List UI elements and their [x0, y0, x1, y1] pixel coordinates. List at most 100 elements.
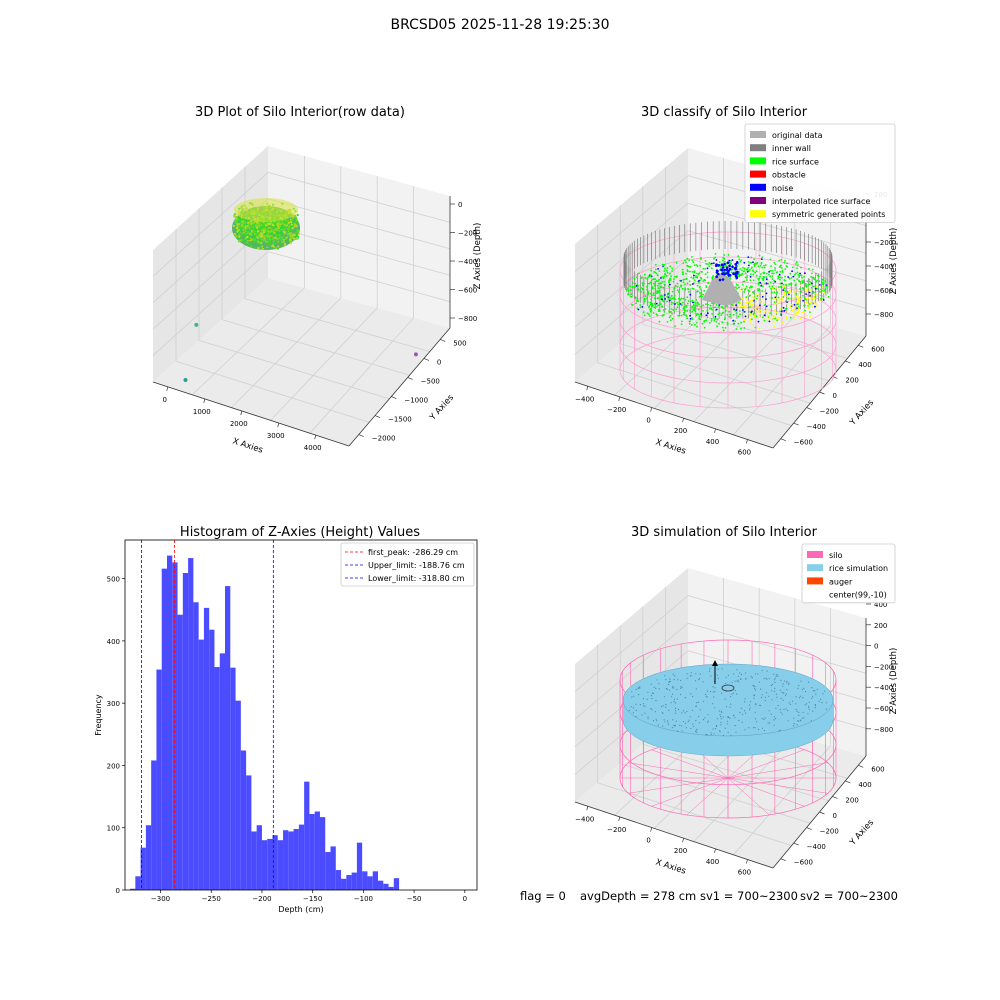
- classified-point: [635, 285, 638, 287]
- classified-point: [690, 276, 692, 279]
- classified-point: [804, 309, 806, 312]
- classified-point: [684, 259, 686, 262]
- classified-point: [807, 304, 810, 306]
- histogram-bar: [188, 558, 194, 890]
- rice-mesh-point: [754, 689, 757, 691]
- classified-point: [676, 289, 679, 291]
- rice-mesh-point: [665, 706, 667, 708]
- rice-mesh-point: [754, 718, 757, 720]
- classified-point: [652, 312, 655, 314]
- classified-point: [760, 309, 762, 312]
- rice-mesh-point: [795, 708, 797, 711]
- classified-point: [776, 299, 779, 302]
- rice-mesh-point: [654, 711, 657, 713]
- grid-line: [687, 202, 867, 254]
- cloud-point: [260, 235, 263, 238]
- histogram-bar: [135, 876, 141, 890]
- classified-point: [780, 286, 783, 289]
- classified-point: [743, 267, 746, 270]
- cloud-point: [233, 232, 236, 236]
- classified-point: [664, 308, 667, 310]
- cloud-point: [286, 229, 289, 233]
- cloud-point: [294, 223, 297, 226]
- histogram-bar: [267, 838, 273, 890]
- classified-point: [749, 276, 752, 278]
- classified-point: [804, 282, 807, 285]
- rice-mesh-point: [787, 720, 789, 722]
- rice-mesh-point: [804, 691, 807, 693]
- cloud-point: [263, 237, 266, 240]
- classified-point: [782, 296, 785, 298]
- classified-point: [671, 270, 673, 272]
- cloud-point: [254, 230, 257, 233]
- classified-point: [803, 276, 805, 278]
- rice-mesh-point: [758, 704, 761, 706]
- rice-mesh-point: [727, 716, 729, 718]
- noise-cluster-point: [728, 267, 732, 271]
- y-tick-label: 0: [833, 812, 837, 820]
- classified-point: [696, 321, 698, 324]
- classified-point: [736, 265, 739, 267]
- noise-cluster-point: [721, 266, 725, 269]
- classified-point: [730, 271, 733, 274]
- grid-line: [191, 287, 305, 396]
- rice-mesh-point: [825, 708, 828, 710]
- classified-point: [660, 277, 662, 279]
- rice-mesh-point: [730, 695, 732, 698]
- classified-point: [685, 261, 687, 264]
- classified-point: [822, 283, 824, 286]
- rice-mesh-point: [661, 712, 664, 714]
- classified-point: [800, 274, 802, 277]
- classified-point: [654, 287, 657, 290]
- x-tick-label: 1000: [193, 408, 211, 416]
- classified-point: [674, 325, 676, 327]
- classified-point: [785, 310, 787, 313]
- simulation-legend: [801, 543, 896, 604]
- classified-point: [750, 286, 753, 289]
- z-tick-label: −200: [874, 239, 893, 247]
- legend-swatch: [807, 564, 823, 572]
- classified-point: [779, 270, 782, 273]
- classified-point: [773, 291, 776, 293]
- classified-point: [773, 326, 776, 328]
- classified-point: [695, 298, 698, 301]
- rice-mesh-point: [814, 704, 817, 707]
- classified-point: [777, 277, 779, 280]
- classified-point: [802, 280, 805, 283]
- classified-point: [797, 274, 800, 276]
- classified-point: [747, 261, 750, 263]
- classified-point: [742, 266, 744, 269]
- rice-mesh-point: [758, 728, 760, 731]
- z-tick-label: 0: [874, 643, 878, 651]
- rice-mesh-point: [731, 693, 733, 695]
- rice-mesh-point: [642, 703, 645, 705]
- grid-line: [231, 297, 342, 408]
- classified-point: [774, 267, 776, 269]
- classified-point: [659, 282, 662, 285]
- rice-mesh-point: [791, 700, 794, 702]
- classified-point: [792, 266, 794, 269]
- classified-point: [824, 291, 827, 293]
- rice-mesh-point: [650, 708, 652, 710]
- classified-point: [682, 281, 685, 284]
- classified-point: [812, 276, 815, 279]
- rice-mesh-point: [707, 721, 709, 723]
- classified-point: [779, 312, 782, 315]
- classified-point: [681, 273, 684, 275]
- depth-histogram: Histogram of Z-Axies (Height) Values−300…: [94, 525, 478, 914]
- rice-mesh-point: [647, 718, 649, 720]
- classified-point: [744, 272, 747, 274]
- classified-point: [710, 320, 713, 322]
- classified-point: [705, 263, 708, 265]
- classified-point: [816, 285, 818, 288]
- rice-mesh-point: [815, 693, 817, 695]
- rice-mesh-point: [635, 716, 637, 718]
- rice-mesh-point: [719, 731, 721, 733]
- classified-point: [686, 317, 688, 320]
- rice-mesh-point: [798, 697, 801, 699]
- histogram-bar: [151, 760, 157, 890]
- rice-mesh-point: [681, 725, 683, 727]
- classified-point: [797, 310, 799, 312]
- rice-mesh-point: [655, 700, 657, 702]
- x-tick-label: 200: [674, 847, 687, 855]
